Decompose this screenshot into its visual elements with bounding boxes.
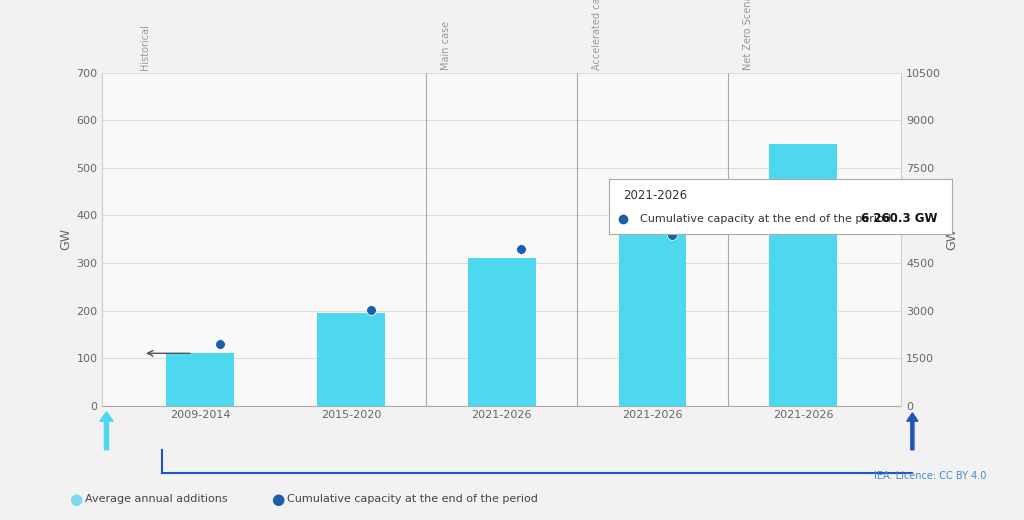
Text: Cumulative capacity at the end of the period :: Cumulative capacity at the end of the pe…	[640, 214, 902, 224]
Text: 6 260.3 GW: 6 260.3 GW	[861, 212, 938, 225]
Text: Net Zero Scenario: Net Zero Scenario	[742, 0, 753, 70]
Bar	[468, 258, 536, 406]
Bar	[618, 227, 686, 406]
Text: Historical: Historical	[140, 24, 151, 70]
Text: Average annual additions: Average annual additions	[85, 494, 227, 504]
Text: Cumulative capacity at the end of the period: Cumulative capacity at the end of the pe…	[287, 494, 538, 504]
Text: ●: ●	[70, 492, 83, 506]
Bar	[167, 353, 234, 406]
Bar	[317, 313, 385, 406]
Text: ●: ●	[271, 492, 285, 506]
Text: Accelerated case: Accelerated case	[592, 0, 602, 70]
Bar	[769, 144, 837, 406]
Text: IEA. Licence: CC BY 4.0: IEA. Licence: CC BY 4.0	[873, 471, 986, 481]
Text: 2021-2026: 2021-2026	[623, 189, 687, 202]
Y-axis label: GW: GW	[945, 228, 958, 250]
Y-axis label: GW: GW	[59, 228, 73, 250]
Text: Main case: Main case	[441, 21, 452, 70]
